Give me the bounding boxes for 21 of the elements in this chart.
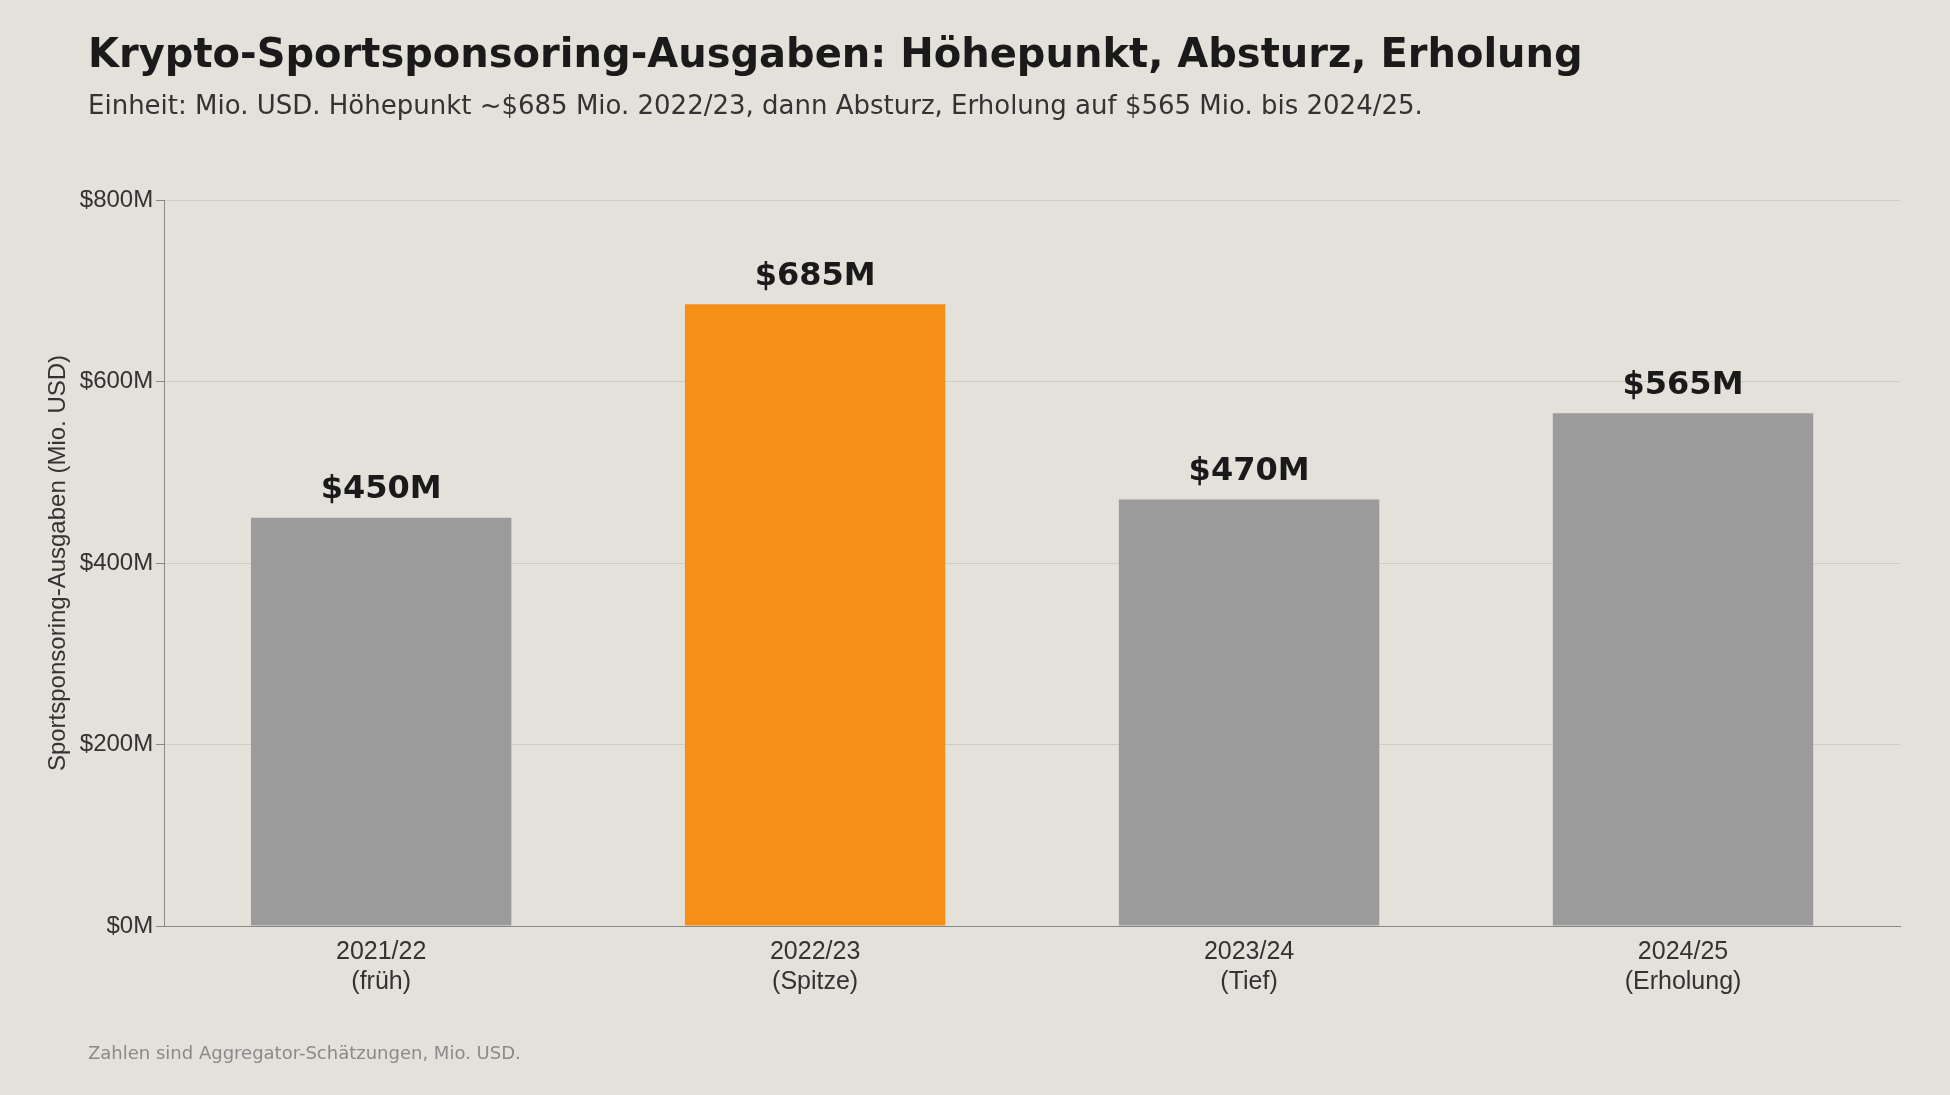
y-axis-title: Sportsponsoring-Ausgaben (Mio. USD) — [43, 354, 71, 772]
y-tick-label: $200M — [79, 729, 154, 757]
y-tick-label: $800M — [79, 184, 154, 212]
data-label: $470M — [1188, 449, 1310, 488]
bar — [684, 304, 946, 926]
bar — [1552, 413, 1814, 926]
data-label: $565M — [1622, 363, 1744, 402]
bar — [250, 517, 512, 926]
x-tick-label: 2023/24 (Tief) — [1203, 935, 1295, 994]
x-tick-label: 2021/22 (früh) — [335, 935, 427, 994]
data-label: $450M — [320, 467, 442, 506]
x-tick-label: 2024/25 (Erholung) — [1624, 935, 1742, 994]
bar — [1118, 499, 1380, 926]
y-tick-label: $400M — [79, 547, 154, 575]
chart-subtitle: Einheit: Mio. USD. Höhepunkt ~$685 Mio. 2022/23, dann Absturz, Erholung auf $565 Mio. bis 2024/25. — [88, 90, 1423, 120]
y-tick-label: $600M — [79, 366, 154, 394]
data-label: $685M — [754, 254, 876, 293]
x-tick-label: 2022/23 (Spitze) — [769, 935, 861, 994]
text: Zahlen sind Aggregator-Schätzungen, Mio. USD. — [88, 1042, 521, 1063]
chart-title: Krypto-Sportsponsoring-Ausgaben: Höhepunkt, Absturz, Erholung — [88, 30, 1583, 76]
y-tick-label: $0M — [106, 910, 154, 938]
